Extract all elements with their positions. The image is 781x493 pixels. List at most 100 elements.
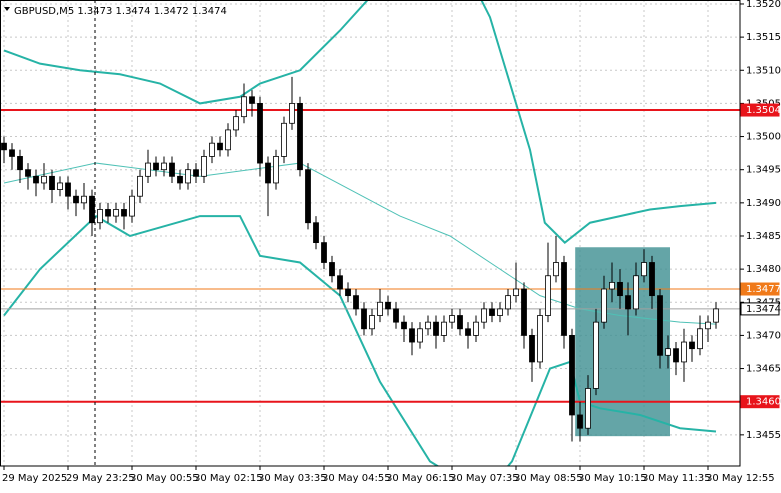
level-label: 1.3477 [746,284,781,295]
candle-body [169,162,175,177]
candle-body [529,335,535,363]
candle-body [369,315,375,330]
x-tick-label: 29 May 2025 [2,473,67,484]
candle-body [17,156,23,171]
candle-body [609,281,615,290]
y-tick-label: 1.3495 [746,165,781,176]
candle-body [641,262,647,277]
candle-body [401,321,407,330]
candle-body [577,414,583,429]
y-tick-label: 1.3510 [746,65,781,76]
candle-body [321,242,327,263]
candle-body [665,348,671,356]
candle-body [337,275,343,290]
x-tick-label: 30 May 03:35 [258,473,327,484]
candle-body [545,275,551,316]
candle-body [137,175,143,197]
plot [0,0,740,466]
candle-body [73,195,79,204]
candle-body [521,288,527,336]
candle-body [433,321,439,336]
y-tick-label: 1.3480 [746,264,781,275]
candle-body [625,295,631,310]
y-tick-label: 1.3520 [746,0,781,10]
candle-body [129,195,135,217]
candle-body [49,175,55,190]
candle-body [345,288,351,297]
candle-body [161,162,167,171]
candle-body [561,262,567,336]
level-label-bg [740,282,780,296]
candle-body [177,175,183,184]
candle-body [465,328,471,336]
level-label: 1.3460 [746,397,781,408]
candle-body [305,169,311,224]
candle-body [441,321,447,336]
candle-body [313,222,319,244]
candle-body [265,162,271,184]
candle-body [241,96,247,118]
y-tick-label: 1.3515 [746,32,781,43]
candle-body [289,103,295,124]
candle-body [705,321,711,330]
candle-body [145,162,151,177]
candle-body [601,288,607,323]
y-tick-label: 1.3470 [746,330,781,341]
candle-body [593,321,599,389]
candle-body [361,308,367,330]
candle-body [481,308,487,323]
candle-body [281,122,287,157]
y-tick-label: 1.3485 [746,231,781,242]
candle-body [209,142,215,157]
candle-body [257,103,263,164]
candle-body [105,209,111,217]
x-tick-label: 30 May 06:15 [386,473,455,484]
candle-body [329,262,335,277]
y-tick-label: 1.3500 [746,132,781,143]
candle-body [425,321,431,330]
bollinger-band [3,0,717,244]
candle-body [57,182,63,190]
y-tick-label: 1.3490 [746,198,781,209]
level-label-bg [740,395,780,409]
level-label: 1.3504 [746,105,781,116]
candle-body [97,209,103,224]
candle-body [537,315,543,363]
candle-body [89,195,95,224]
candle-body [713,308,719,323]
x-tick-label: 30 May 12:55 [706,473,775,484]
x-tick-label: 30 May 11:35 [642,473,711,484]
candle-body [657,295,663,356]
candle-body [585,388,591,429]
candle-body [489,308,495,316]
candle-body [249,96,255,104]
candle-body [41,175,47,184]
candle-body [153,162,159,171]
candle-body [217,142,223,151]
candle-body [201,156,207,177]
candle-body [297,103,303,171]
candle-body [681,341,687,363]
candle-body [385,301,391,310]
y-tick-label: 1.3455 [746,430,781,441]
candle-body [81,195,87,204]
candle-body [505,295,511,310]
candle-body [497,308,503,316]
candle-body [377,301,383,316]
candle-body [185,169,191,184]
candle-body [233,116,239,131]
y-tick-label: 1.3465 [746,364,781,375]
candle-body [193,169,199,177]
candle-body [513,288,519,297]
x-tick-label: 30 May 00:55 [130,473,199,484]
candle-body [33,175,39,184]
axes: 1.35201.35151.35101.35051.35001.34951.34… [2,0,781,484]
candle-body [553,262,559,277]
candle-body [457,315,463,330]
level-label: 1.3474 [746,304,781,315]
title-icon [4,7,10,11]
candle-body [633,275,639,310]
level-label-bg [740,302,780,316]
candle-body [569,335,575,416]
candle-body [689,341,695,350]
